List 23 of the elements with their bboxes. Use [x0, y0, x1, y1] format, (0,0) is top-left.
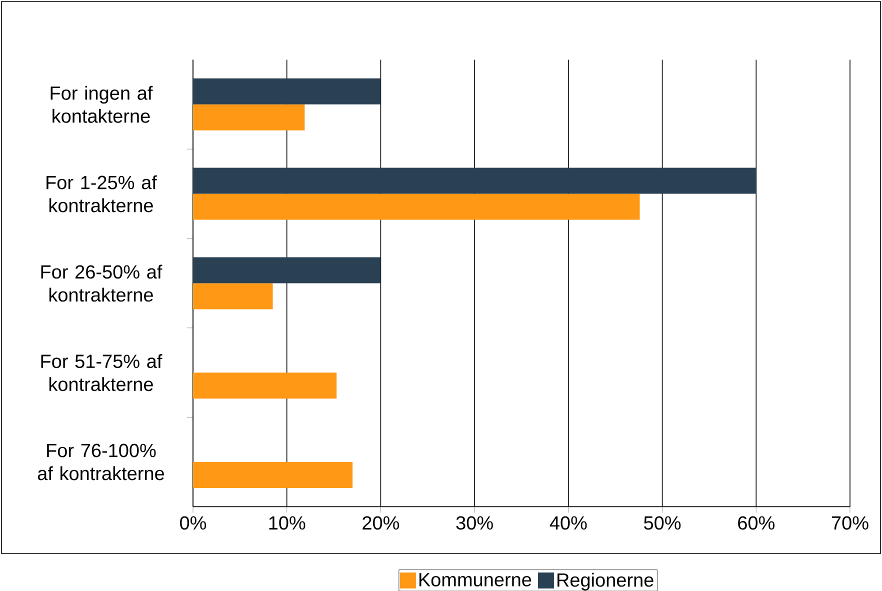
bar — [193, 372, 337, 398]
bar — [193, 257, 381, 284]
bar — [193, 462, 353, 488]
bar — [193, 78, 381, 104]
bar — [193, 194, 640, 220]
bar — [193, 168, 756, 194]
bar — [193, 104, 305, 130]
bar — [193, 283, 273, 310]
y-tick-label: For 76-100% af kontrakterne — [38, 444, 164, 480]
x-tick-label: 0% — [180, 516, 206, 530]
legend-label: Regionerne — [558, 572, 654, 590]
x-tick-label: 20% — [362, 516, 400, 530]
x-tick-label: 40% — [550, 516, 587, 530]
x-tick-label: 70% — [832, 516, 868, 530]
x-tick-label: 30% — [456, 516, 493, 530]
x-tick-label: 60% — [738, 516, 774, 530]
legend-label: Kommunerne — [419, 573, 532, 586]
x-tick-label: 10% — [269, 516, 306, 530]
x-tick-label: 50% — [644, 516, 681, 530]
y-tick-label: For ingen af kontakterne — [50, 86, 153, 123]
y-tick-label: For 1-25% af kontrakterne — [46, 175, 157, 212]
y-tick-label: For 51-75% af kontrakterne — [41, 354, 162, 391]
y-tick-label: For 26-50% af kontrakterne — [41, 264, 162, 302]
